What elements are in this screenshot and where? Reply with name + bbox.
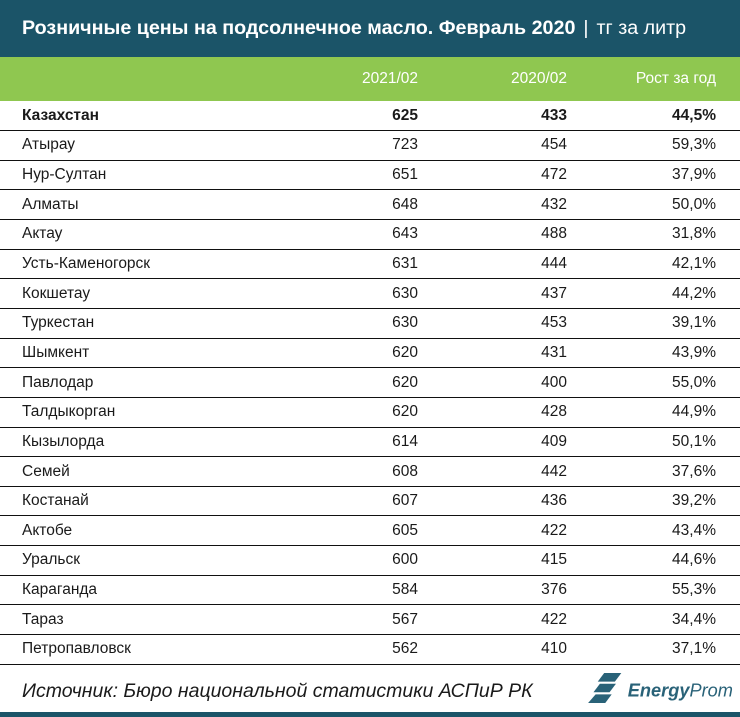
svg-text:EnergyProm: EnergyProm bbox=[628, 681, 733, 701]
